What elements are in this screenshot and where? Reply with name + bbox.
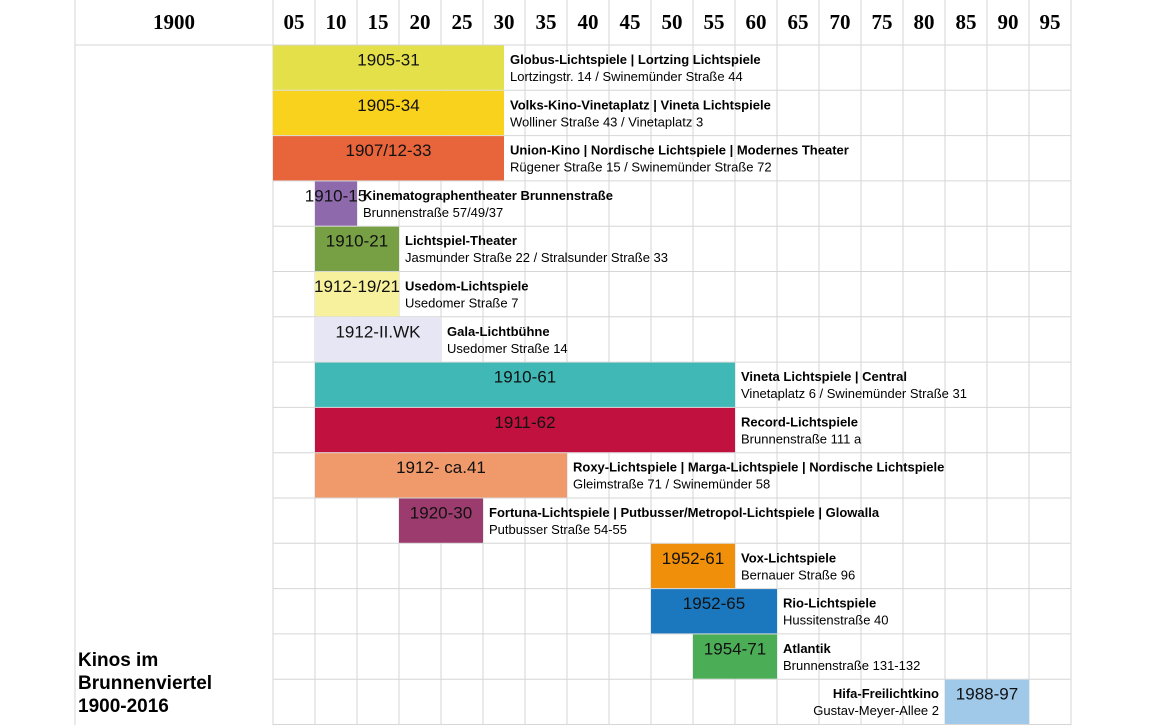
cinema-name: Volks-Kino-Vinetaplatz | Vineta Lichtspi… bbox=[510, 97, 771, 112]
year-header: 1900 05 10 15 20 25 30 35 40 45 50 55 60 65 70 75 80 85 90… bbox=[153, 10, 1061, 34]
year-header-label: 40 bbox=[578, 10, 599, 34]
bar-period-label: 1910-15 bbox=[305, 186, 367, 205]
bar-period-label: 1905-31 bbox=[357, 51, 419, 70]
cinema-address: Brunnenstraße 131-132 bbox=[783, 658, 920, 673]
bar-period-label: 1912- ca.41 bbox=[396, 458, 486, 477]
year-header-label: 05 bbox=[284, 10, 305, 34]
cinema-address: Vinetaplatz 6 / Swinemünder Straße 31 bbox=[741, 386, 967, 401]
year-header-label: 95 bbox=[1040, 10, 1061, 34]
bar-period-label: 1920-30 bbox=[410, 504, 472, 523]
timeline-bar bbox=[273, 90, 504, 136]
cinema-name: Rio-Lichtspiele bbox=[783, 596, 876, 611]
cinema-name: Record-Lichtspiele bbox=[741, 414, 858, 429]
cinema-address: Gleimstraße 71 / Swinemünder 58 bbox=[573, 477, 770, 492]
cinema-address: Lortzingstr. 14 / Swinemünder Straße 44 bbox=[510, 69, 743, 84]
cinema-name: Kinematographentheater Brunnenstraße bbox=[363, 188, 613, 203]
year-header-label: 10 bbox=[326, 10, 347, 34]
cinema-address: Jasmunder Straße 22 / Stralsunder Straße… bbox=[405, 250, 668, 265]
timeline-bar bbox=[399, 498, 483, 543]
chart-title: Kinos im Brunnenviertel 1900-2016 bbox=[78, 649, 212, 718]
timeline-bar bbox=[651, 589, 777, 634]
cinema-address: Usedomer Straße 7 bbox=[405, 296, 518, 311]
bar-period-label: 1912-19/21 bbox=[314, 277, 400, 296]
cinema-name: Gala-Lichtbühne bbox=[447, 324, 550, 339]
cinema-name: Roxy-Lichtspiele | Marga-Lichtspiele | N… bbox=[573, 460, 944, 475]
chart-title-line: 1900-2016 bbox=[78, 696, 169, 717]
year-header-label: 60 bbox=[746, 10, 767, 34]
timeline-bar bbox=[315, 362, 735, 407]
year-header-label: 65 bbox=[788, 10, 809, 34]
chart-title-line: Kinos im bbox=[78, 650, 159, 671]
bar-period-label: 1912-II.WK bbox=[335, 322, 421, 341]
cinema-name: Fortuna-Lichtspiele | Putbusser/Metropol… bbox=[489, 505, 880, 520]
cinema-address: Wolliner Straße 43 / Vinetaplatz 3 bbox=[510, 114, 703, 129]
year-header-label: 35 bbox=[536, 10, 557, 34]
timeline-bar bbox=[315, 272, 399, 317]
cinema-name: Atlantik bbox=[783, 641, 831, 656]
cinema-address: Usedomer Straße 14 bbox=[447, 341, 568, 356]
timeline-bar bbox=[651, 543, 735, 589]
bar-period-label: 1988-97 bbox=[956, 685, 1018, 704]
cinema-address: Rügener Straße 15 / Swinemünder Straße 7… bbox=[510, 160, 772, 175]
year-header-label: 70 bbox=[830, 10, 851, 34]
year-header-label: 15 bbox=[368, 10, 389, 34]
timeline-bar bbox=[315, 317, 441, 362]
timeline-bar bbox=[945, 679, 1029, 724]
cinema-name: Vox-Lichtspiele bbox=[741, 550, 836, 565]
bar-period-label: 1910-21 bbox=[326, 232, 388, 251]
year-header-label: 75 bbox=[872, 10, 893, 34]
cinema-name: Union-Kino | Nordische Lichtspiele | Mod… bbox=[510, 143, 849, 158]
year-header-label: 1900 bbox=[153, 10, 195, 34]
bar-period-label: 1954-71 bbox=[704, 639, 766, 658]
year-header-label: 90 bbox=[998, 10, 1019, 34]
cinema-address: Gustav-Meyer-Allee 2 bbox=[813, 703, 939, 718]
year-header-label: 30 bbox=[494, 10, 515, 34]
year-header-label: 80 bbox=[914, 10, 935, 34]
timeline-bar bbox=[273, 45, 504, 90]
cinema-address: Brunnenstraße 111 a bbox=[741, 431, 862, 446]
bar-period-label: 1907/12-33 bbox=[345, 141, 431, 160]
bar-period-label: 1952-65 bbox=[683, 594, 745, 613]
cinema-name: Usedom-Lichtspiele bbox=[405, 279, 529, 294]
year-header-label: 45 bbox=[620, 10, 641, 34]
cinema-address: Hussitenstraße 40 bbox=[783, 613, 889, 628]
year-header-label: 50 bbox=[662, 10, 683, 34]
bar-period-label: 1905-34 bbox=[357, 96, 419, 115]
bar-period-label: 1910-61 bbox=[494, 368, 556, 387]
bars-layer: 1905-31 Globus-Lichtspiele | Lortzing Lic… bbox=[273, 45, 1029, 724]
year-header-label: 25 bbox=[452, 10, 473, 34]
cinema-name: Globus-Lichtspiele | Lortzing Lichtspiel… bbox=[510, 52, 761, 67]
timeline-bar bbox=[273, 136, 504, 181]
timeline-bar bbox=[315, 181, 357, 226]
chart-title-line: Brunnenviertel bbox=[78, 673, 213, 694]
bar-period-label: 1911-62 bbox=[494, 413, 555, 432]
cinema-name: Hifa-Freilichtkino bbox=[833, 686, 939, 701]
cinema-address: Brunnenstraße 57/49/37 bbox=[363, 205, 503, 220]
year-header-label: 20 bbox=[410, 10, 431, 34]
cinema-name: Vineta Lichtspiele | Central bbox=[741, 369, 907, 384]
timeline-bar bbox=[315, 407, 735, 453]
timeline-bar bbox=[315, 226, 399, 271]
timeline-bar bbox=[693, 634, 777, 679]
year-header-label: 55 bbox=[704, 10, 725, 34]
cinema-name: Lichtspiel-Theater bbox=[405, 233, 517, 248]
cinema-address: Putbusser Straße 54-55 bbox=[489, 522, 627, 537]
bar-period-label: 1952-61 bbox=[662, 549, 724, 568]
cinema-address: Bernauer Straße 96 bbox=[741, 567, 855, 582]
year-header-label: 85 bbox=[956, 10, 977, 34]
timeline-bar bbox=[315, 453, 567, 498]
